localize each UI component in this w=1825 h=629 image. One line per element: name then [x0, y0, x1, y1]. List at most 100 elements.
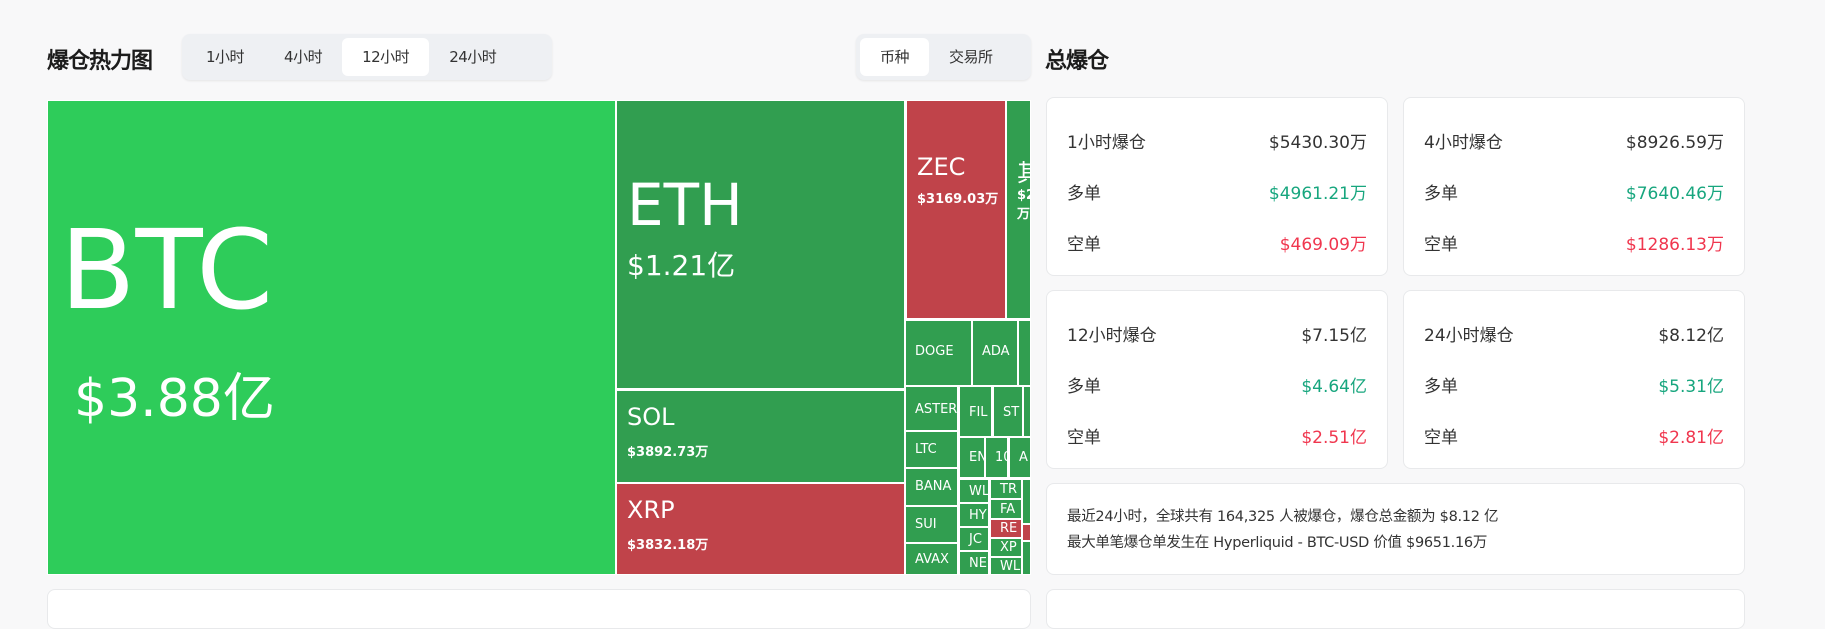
cell-label: ZEC — [917, 153, 966, 181]
treemap-cell-misc[interactable] — [1022, 541, 1031, 575]
treemap-cell-wl[interactable]: WL — [990, 557, 1022, 575]
treemap-cell-ltc[interactable]: LTC — [905, 431, 958, 468]
treemap-cell-xp[interactable]: XP — [990, 538, 1022, 557]
row-label: 空单 — [1424, 235, 1458, 255]
row-value: $5430.30万 — [1268, 133, 1367, 153]
lower-panel-right — [1046, 589, 1745, 629]
card-row: 空单 $1286.13万 — [1424, 230, 1724, 255]
row-value: $1286.13万 — [1625, 235, 1724, 255]
tab-12h[interactable]: 12小时 — [342, 38, 430, 76]
treemap-cell-btc[interactable]: BTC $3.88亿 — [47, 100, 616, 575]
row-label: 4小时爆仓 — [1424, 133, 1503, 153]
cell-label: DOGE — [915, 344, 954, 359]
cell-label: FIL — [969, 405, 988, 420]
card-row: 空单 $2.81亿 — [1424, 423, 1724, 448]
cell-value: $3832.18万 — [627, 538, 709, 553]
treemap-cell-a[interactable]: A — [1009, 437, 1031, 478]
treemap-cell-hy[interactable]: HY — [959, 503, 989, 527]
liquidation-card: 24小时爆仓 $8.12亿多单 $5.31亿空单 $2.81亿 — [1403, 290, 1745, 469]
cell-label: BTC — [60, 206, 274, 334]
row-label: 多单 — [1424, 184, 1458, 204]
treemap-cell-ada[interactable]: ADA — [972, 320, 1018, 386]
row-value: $8926.59万 — [1625, 133, 1724, 153]
treemap-cell-misc[interactable] — [1022, 479, 1031, 524]
cell-value: $3.88亿 — [74, 369, 275, 429]
row-value: $2.81亿 — [1658, 428, 1724, 448]
treemap-cell-fil[interactable]: FIL — [959, 386, 992, 437]
tab-coin[interactable]: 币种 — [860, 38, 930, 76]
treemap-cell-bana[interactable]: BANA — [905, 468, 958, 506]
summary-title: 总爆仓 — [1045, 49, 1109, 74]
row-value: $4961.21万 — [1268, 184, 1367, 204]
treemap-cell-aster[interactable]: ASTER — [905, 386, 958, 431]
cell-label: WL — [1000, 559, 1021, 574]
info-card: 最近24小时，全球共有 164,325 人被爆仓，爆仓总金额为 $8.12 亿 … — [1046, 483, 1745, 575]
treemap-cell-avax[interactable]: AVAX — [905, 543, 958, 575]
treemap-cell-re[interactable]: RE — [990, 519, 1022, 538]
liquidation-card: 1小时爆仓 $5430.30万多单 $4961.21万空单 $469.09万 — [1046, 97, 1388, 276]
row-label: 空单 — [1424, 428, 1458, 448]
heatmap-title: 爆仓热力图 — [47, 49, 153, 74]
treemap-cell-10[interactable]: 10 — [985, 437, 1008, 478]
treemap-cell-fa[interactable]: FA — [990, 499, 1022, 519]
treemap-cell-misc[interactable] — [1022, 524, 1031, 541]
treemap-cell-sol[interactable]: SOL $3892.73万 — [616, 390, 905, 483]
cell-label: LTC — [915, 442, 937, 457]
row-value: $7.15亿 — [1301, 326, 1367, 346]
treemap-cell-wl[interactable]: WL — [959, 479, 989, 503]
info-line-2: 最大单笔爆仓单发生在 Hyperliquid - BTC-USD 价值 $965… — [1067, 535, 1488, 551]
card-row: 4小时爆仓 $8926.59万 — [1424, 128, 1724, 153]
treemap-cell-tr[interactable]: TR — [990, 479, 1022, 499]
liquidation-treemap: BTC $3.88亿 ETH $1.21亿 SOL $3892.73万 XRP $3832.1… — [47, 100, 1031, 575]
lower-panel-left — [47, 589, 1031, 629]
card-row: 多单 $7640.46万 — [1424, 179, 1724, 204]
tab-exchange[interactable]: 交易所 — [949, 48, 993, 66]
cell-value: $3169.03万 — [917, 192, 999, 207]
treemap-cell-st[interactable]: ST — [993, 386, 1023, 437]
treemap-cell-eth[interactable]: ETH $1.21亿 — [616, 100, 905, 389]
row-label: 空单 — [1067, 235, 1101, 255]
row-label: 多单 — [1067, 184, 1101, 204]
cell-label: FA — [1000, 502, 1016, 517]
treemap-cell-misc[interactable] — [1023, 386, 1031, 437]
card-row: 12小时爆仓 $7.15亿 — [1067, 321, 1367, 346]
cell-label: 其 — [1017, 153, 1030, 188]
treemap-cell-zec[interactable]: ZEC $3169.03万 — [906, 100, 1006, 319]
cell-label: TR — [1000, 482, 1017, 497]
tab-4h[interactable]: 4小时 — [284, 48, 323, 66]
tab-1h[interactable]: 1小时 — [206, 48, 245, 66]
cell-label: ADA — [982, 344, 1010, 359]
time-range-tabs: 1小时 4小时 12小时 24小时 — [182, 34, 552, 80]
cell-label: WL — [969, 484, 989, 499]
treemap-cell-misc[interactable] — [1018, 320, 1031, 386]
treemap-cell-ne[interactable]: NE — [959, 551, 989, 575]
cell-value: $3892.73万 — [627, 445, 709, 460]
card-row: 空单 $469.09万 — [1067, 230, 1367, 255]
row-value: $5.31亿 — [1658, 377, 1724, 397]
row-label: 1小时爆仓 — [1067, 133, 1146, 153]
card-row: 多单 $4.64亿 — [1067, 372, 1367, 397]
row-label: 12小时爆仓 — [1067, 326, 1157, 346]
cell-label: SOL — [627, 403, 675, 431]
row-value: $7640.46万 — [1625, 184, 1724, 204]
treemap-cell-其[interactable]: 其$2 万 — [1006, 100, 1031, 319]
cell-label: HY — [969, 508, 987, 523]
cell-label: RE — [1000, 521, 1018, 536]
row-label: 多单 — [1067, 377, 1101, 397]
card-row: 空单 $2.51亿 — [1067, 423, 1367, 448]
treemap-cell-jc[interactable]: JC — [959, 527, 989, 551]
info-line-1: 最近24小时，全球共有 164,325 人被爆仓，爆仓总金额为 $8.12 亿 — [1067, 509, 1499, 525]
row-label: 空单 — [1067, 428, 1101, 448]
cell-label: AVAX — [915, 552, 949, 567]
treemap-cell-sui[interactable]: SUI — [905, 506, 958, 543]
cell-label: XP — [1000, 540, 1017, 555]
treemap-cell-en[interactable]: EN — [959, 437, 985, 478]
treemap-cell-xrp[interactable]: XRP $3832.18万 — [616, 483, 905, 575]
card-row: 1小时爆仓 $5430.30万 — [1067, 128, 1367, 153]
cell-value: $1.21亿 — [627, 249, 736, 282]
cell-label: JC — [969, 532, 982, 547]
row-label: 多单 — [1424, 377, 1458, 397]
card-row: 24小时爆仓 $8.12亿 — [1424, 321, 1724, 346]
treemap-cell-doge[interactable]: DOGE — [905, 320, 972, 386]
tab-24h[interactable]: 24小时 — [449, 48, 497, 66]
